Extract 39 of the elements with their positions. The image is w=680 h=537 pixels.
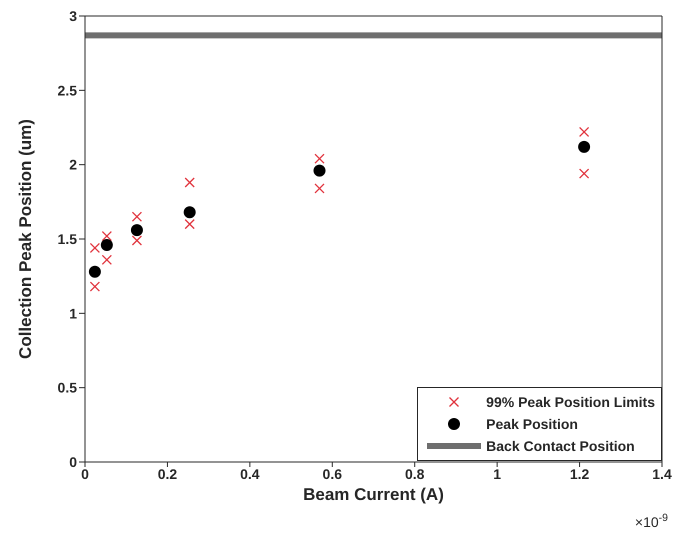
point <box>102 254 112 265</box>
x-tick-label: 0.8 <box>404 466 425 482</box>
x-axis-title: Beam Current (A) <box>303 485 444 504</box>
y-axis-title: Collection Peak Position (um) <box>16 119 36 359</box>
y-tick-label: 1.5 <box>58 230 78 247</box>
x-tick-label: 1.4 <box>652 466 672 482</box>
point <box>88 266 101 278</box>
y-tick-label: 3 <box>69 8 78 24</box>
x-tick-label: 1.2 <box>570 466 590 482</box>
legend-label: Back Contact Position <box>486 437 635 456</box>
point <box>314 154 325 164</box>
legend-label: Peak Position <box>486 415 578 434</box>
point <box>578 168 590 179</box>
point <box>132 235 142 246</box>
point <box>90 242 100 254</box>
point <box>102 230 112 242</box>
point <box>314 183 325 194</box>
text: ×10$^{-9}$ <box>634 512 668 530</box>
point <box>314 164 326 177</box>
point <box>90 281 100 292</box>
point <box>184 177 195 188</box>
point <box>578 140 590 153</box>
point <box>184 218 195 230</box>
x-tick-label: 1 <box>493 466 502 482</box>
x-tick-label: 0.4 <box>240 466 260 482</box>
y-tick-label: 2.5 <box>58 82 78 98</box>
y-tick-label: 1 <box>69 305 78 322</box>
point <box>130 224 143 236</box>
y-tick-label: 0 <box>69 454 78 470</box>
point <box>184 206 196 218</box>
x-tick-label: 0.2 <box>158 466 178 482</box>
point <box>100 238 113 251</box>
y-tick-label: 2 <box>69 156 78 173</box>
point <box>578 126 590 138</box>
point <box>132 212 142 222</box>
legend-label: 99% Peak Position Limits <box>486 393 655 412</box>
y-tick-label: 0.5 <box>58 380 78 396</box>
x-tick-label: 0 <box>81 466 90 482</box>
x-tick-label: 0.6 <box>322 466 342 482</box>
